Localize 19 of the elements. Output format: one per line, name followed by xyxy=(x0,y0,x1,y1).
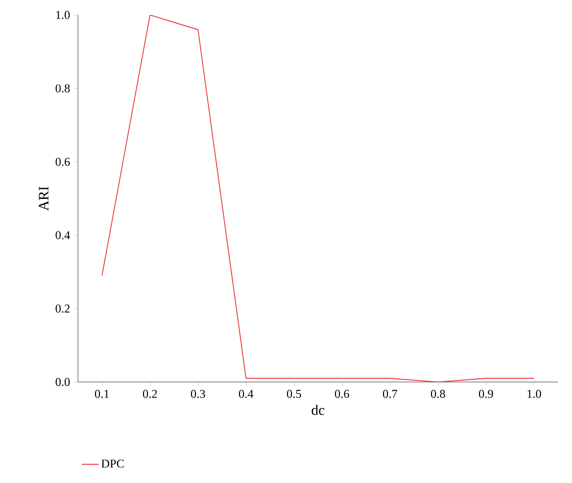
x-tick-label: 0.1 xyxy=(94,390,109,398)
x-tick-label: 0.7 xyxy=(382,390,398,398)
x-tick-label: 0.9 xyxy=(478,390,494,398)
legend-label: DPC xyxy=(101,460,124,468)
x-tick-label: 0.3 xyxy=(190,390,206,398)
y-axis-title: ARI xyxy=(38,186,48,211)
y-tick-label: 0.4 xyxy=(56,231,70,240)
x-tick-label: 0.6 xyxy=(334,390,350,398)
y-tick-label: 0.6 xyxy=(56,158,70,166)
x-tick-label: 0.8 xyxy=(430,390,446,398)
x-tick-label: 0.5 xyxy=(286,390,302,398)
y-tick-label: 1.0 xyxy=(56,10,70,20)
y-tick-label: 0.8 xyxy=(56,84,70,92)
x-tick-label: 1.0 xyxy=(528,390,542,398)
y-tick-label: 0.0 xyxy=(56,378,70,386)
x-tick-label: 0.2 xyxy=(142,390,157,398)
x-axis-title: dc xyxy=(312,404,324,415)
y-tick-label: 0.2 xyxy=(56,304,70,313)
x-tick-label: 0.4 xyxy=(238,390,254,398)
